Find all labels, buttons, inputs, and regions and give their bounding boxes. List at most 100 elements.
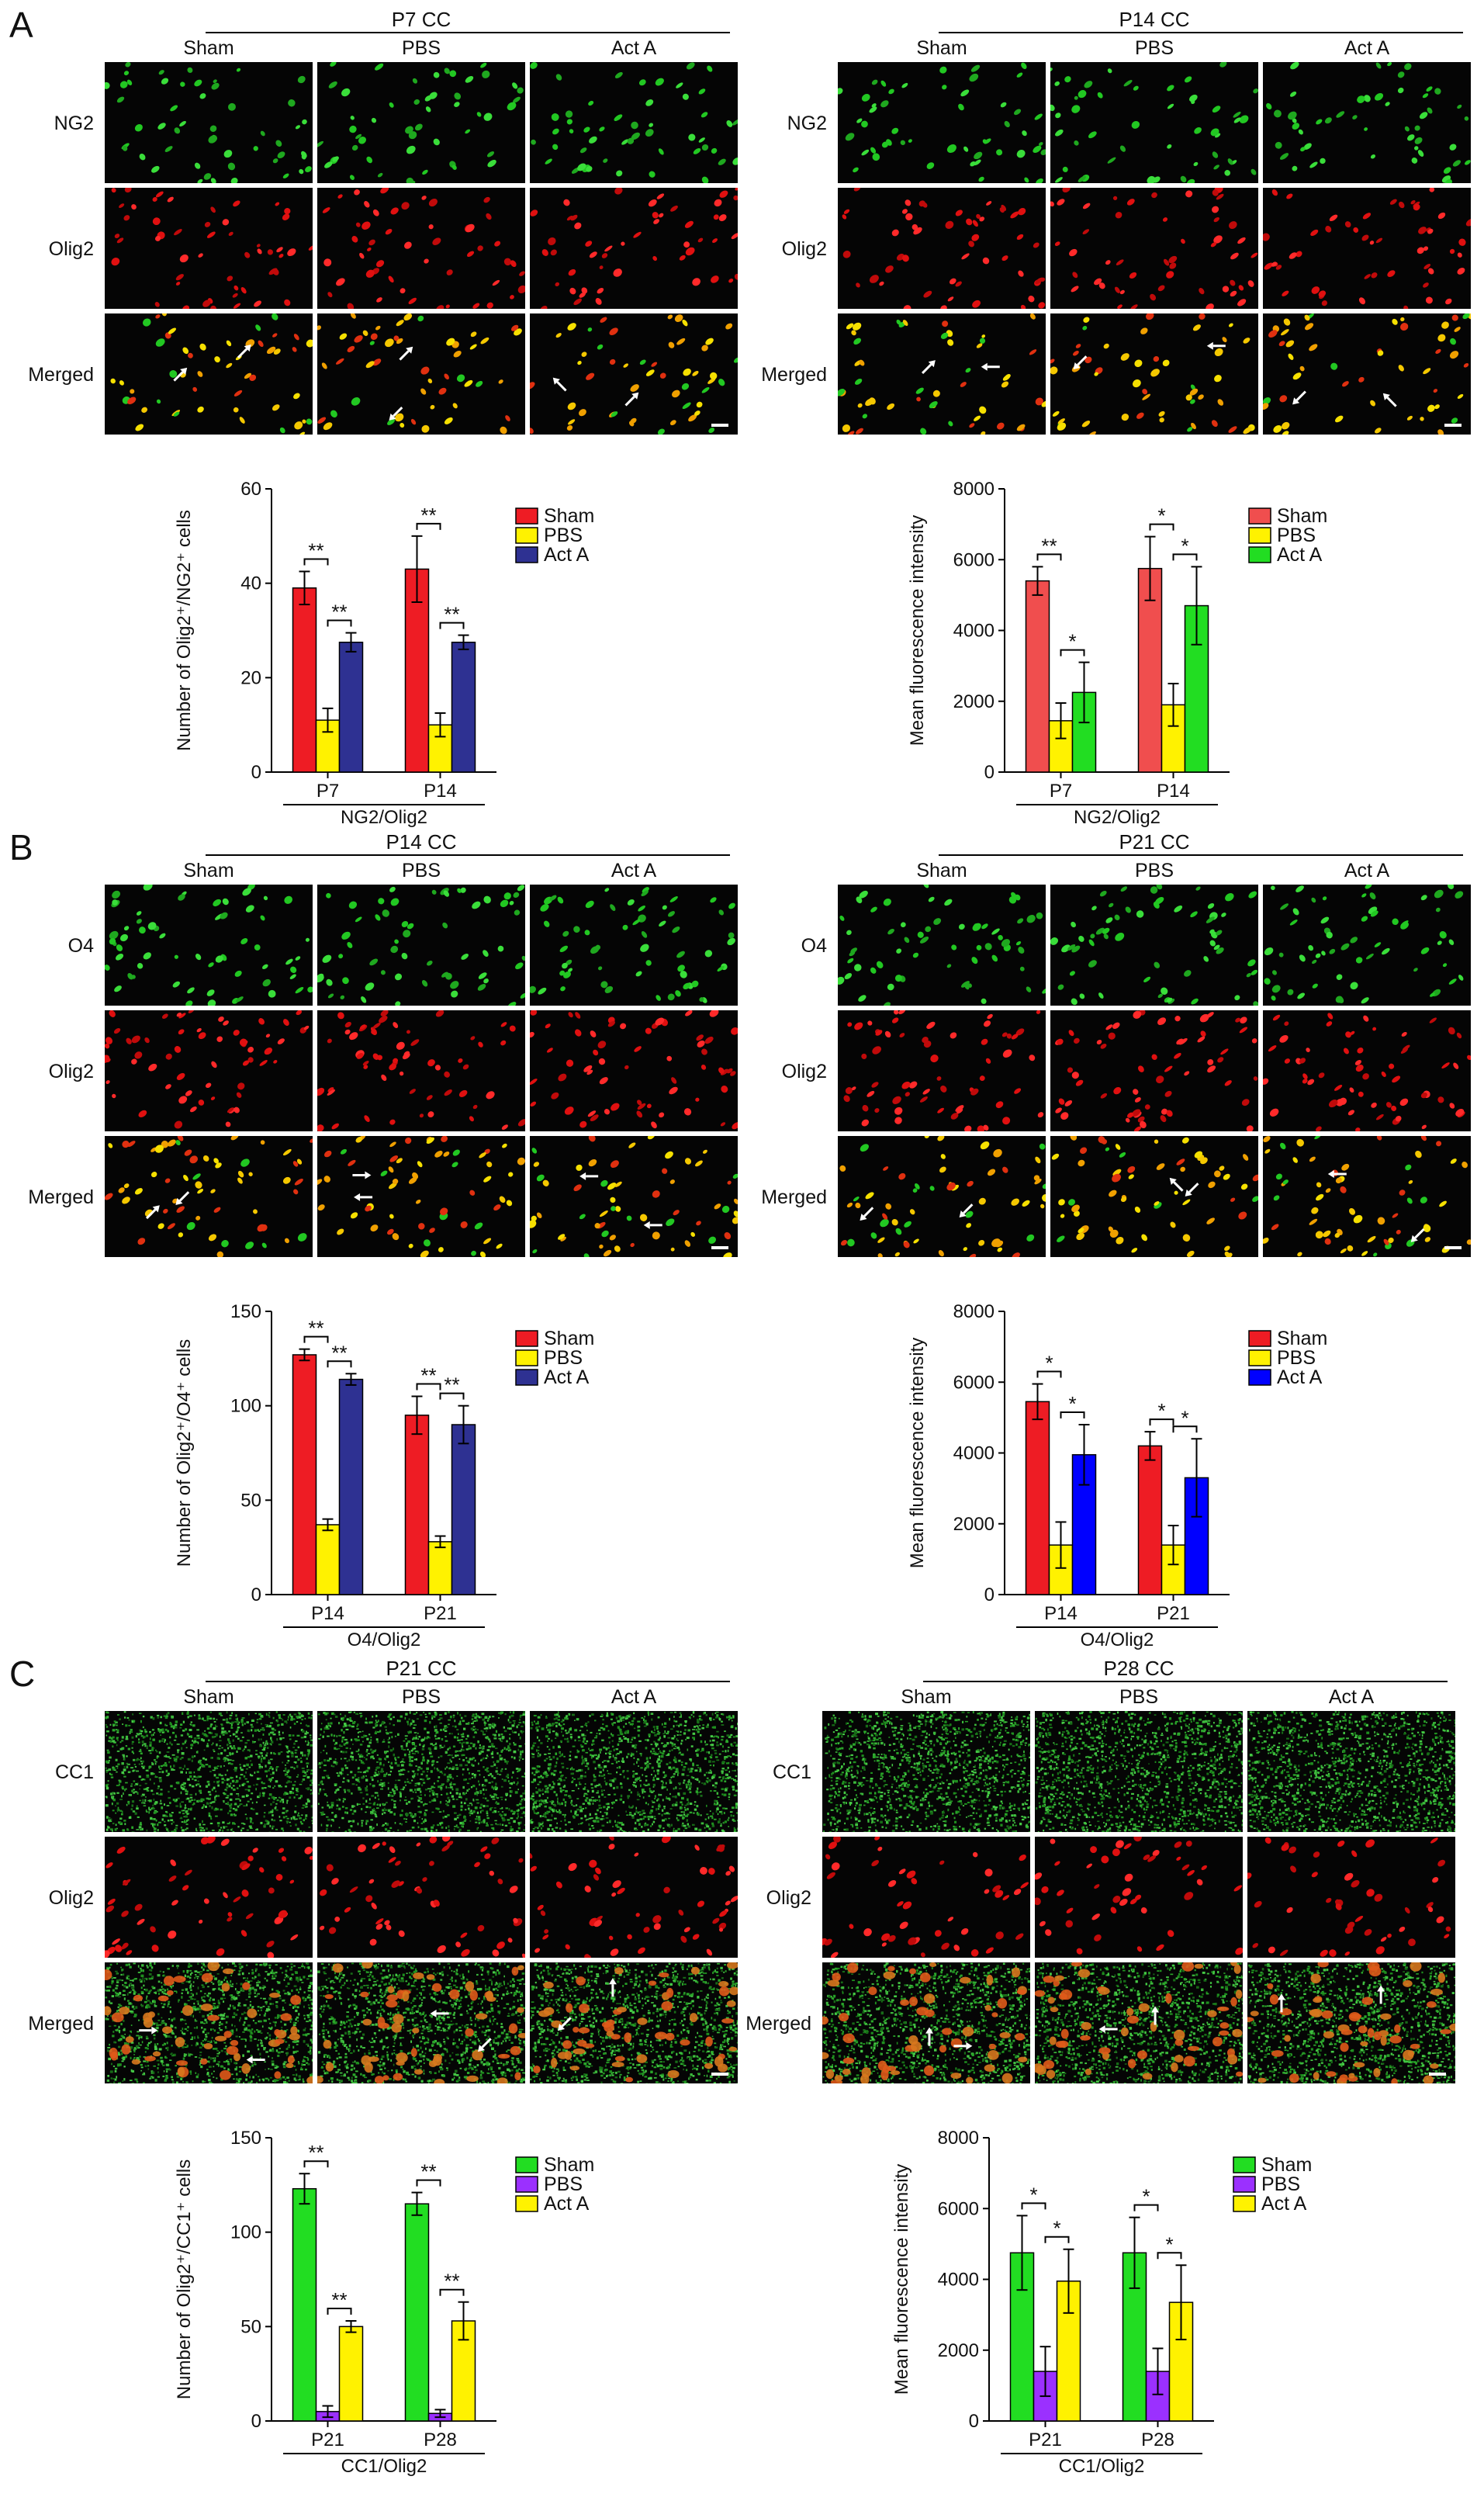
legend-entry: PBS <box>544 2173 583 2195</box>
micrograph-merged-pbs <box>317 1962 525 2083</box>
row-label: Merged <box>28 1186 94 1208</box>
x-axis-label: CC1/Olig2 <box>341 2456 427 2477</box>
column-label: Act A <box>611 37 657 59</box>
legend-swatch <box>1248 546 1271 563</box>
significance-bracket <box>1149 523 1174 531</box>
y-tick-label: 50 <box>240 2316 261 2337</box>
micrograph-olig2-act-a <box>1247 1837 1455 1958</box>
legend-swatch <box>515 1330 538 1347</box>
x-tick-label: P21 <box>424 1603 457 1624</box>
legend-entry: Sham <box>1261 2154 1312 2176</box>
micrograph-olig2-pbs <box>317 1010 525 1131</box>
significance-label: ** <box>1041 534 1057 557</box>
micrograph-merged-act-a <box>530 1136 738 1257</box>
significance-bracket <box>1036 1370 1062 1378</box>
micrograph-cc1-act-a <box>1247 1711 1455 1832</box>
row-label: Merged <box>28 2013 94 2035</box>
legend-entry: Sham <box>1277 1328 1327 1349</box>
significance-label: * <box>1068 1392 1076 1415</box>
micrograph-ng2-sham <box>838 62 1046 183</box>
column-label: Act A <box>611 860 657 881</box>
column-label: PBS <box>1135 860 1174 881</box>
x-tick-label: P21 <box>1157 1603 1190 1624</box>
significance-bracket <box>1044 2236 1070 2243</box>
x-tick-label: P14 <box>1157 781 1190 802</box>
group-title: P14 CC <box>386 830 456 854</box>
column-label: Act A <box>1344 860 1390 881</box>
micrograph-olig2-pbs <box>317 188 525 309</box>
bar-act-a-p14 <box>338 1378 364 1595</box>
significance-bracket <box>1172 553 1198 561</box>
bar-pbs-p14 <box>1161 704 1186 773</box>
row-label: O4 <box>68 935 94 957</box>
micrograph-merged-sham <box>822 1962 1030 2083</box>
micrograph-merged-sham <box>105 1136 313 1257</box>
micrograph-olig2-pbs <box>1035 1837 1243 1958</box>
y-tick-label: 0 <box>984 1584 995 1605</box>
column-label: Act A <box>611 1686 657 1708</box>
significance-bracket <box>1036 553 1062 561</box>
micrograph-o4-act-a <box>530 885 738 1006</box>
panel-letter: B <box>9 827 33 868</box>
x-axis-label: O4/Olig2 <box>348 1630 421 1650</box>
y-tick-label: 20 <box>240 667 261 688</box>
bar-pbs-p28 <box>1145 2371 1171 2422</box>
x-tick-label: P21 <box>311 2430 344 2450</box>
significance-bracket <box>439 1392 465 1400</box>
legend-swatch <box>1233 2195 1256 2212</box>
micrograph-olig2-act-a <box>530 1010 738 1131</box>
bar-sham-p14 <box>292 1354 317 1595</box>
micrograph-olig2-sham <box>105 188 313 309</box>
legend-entry: Sham <box>544 1328 594 1349</box>
significance-bracket <box>303 2160 329 2168</box>
group-title: P21 CC <box>1119 830 1189 854</box>
significance-label: * <box>1068 630 1076 653</box>
column-label: Sham <box>183 1686 233 1708</box>
bar-sham-p14 <box>1025 1401 1050 1595</box>
scale-bar <box>711 1246 728 1249</box>
micrograph-olig2-sham <box>838 188 1046 309</box>
significance-label: * <box>1157 504 1165 528</box>
bar-chart: 0 50 100 150 Number of Olig2⁺/O4⁺ cells P14 P2… <box>174 1301 594 1650</box>
y-tick-label: 4000 <box>938 2270 979 2291</box>
x-tick-label: P7 <box>317 781 339 802</box>
micrograph-cc1-sham <box>105 1711 313 1832</box>
significance-label: * <box>1157 1399 1165 1422</box>
legend-entry: PBS <box>1277 525 1316 546</box>
row-label: Olig2 <box>49 238 94 260</box>
significance-label: ** <box>308 1317 323 1340</box>
significance-bracket <box>1060 649 1085 656</box>
micrograph-olig2-pbs <box>317 1837 525 1958</box>
bar-act-a-p21 <box>338 2326 364 2422</box>
micrograph-olig2-sham <box>105 1010 313 1131</box>
micrograph-ng2-act-a <box>530 62 738 183</box>
y-tick-label: 6000 <box>953 549 995 570</box>
micrograph-merged-pbs <box>317 1136 525 1257</box>
column-label: Act A <box>1329 1686 1375 1708</box>
scale-bar <box>711 2073 728 2076</box>
row-label: NG2 <box>787 113 827 134</box>
y-tick-label: 6000 <box>938 2198 979 2219</box>
significance-bracket <box>327 2308 352 2315</box>
legend-swatch <box>515 546 538 563</box>
micrograph-o4-act-a <box>1263 885 1471 1006</box>
bar-pbs-p21 <box>427 1541 453 1595</box>
micrograph-merged-act-a <box>530 313 738 435</box>
group-title: P21 CC <box>386 1657 456 1680</box>
bar-chart: 0 20 40 60 Number of Olig2⁺/NG2⁺ cells P7 P14 N… <box>174 479 594 828</box>
legend-entry: Act A <box>544 1366 590 1388</box>
legend-swatch <box>515 507 538 525</box>
y-tick-label: 0 <box>251 2411 261 2432</box>
micrograph-merged-sham <box>105 1962 313 2083</box>
micrograph-o4-pbs <box>317 885 525 1006</box>
bar-act-a-p14 <box>451 641 476 773</box>
panel-letter: A <box>9 5 33 45</box>
y-tick-label: 0 <box>251 1584 261 1605</box>
legend-swatch <box>1248 527 1271 544</box>
significance-label: ** <box>308 539 323 562</box>
significance-label: ** <box>331 2288 347 2312</box>
micrograph-o4-sham <box>838 885 1046 1006</box>
